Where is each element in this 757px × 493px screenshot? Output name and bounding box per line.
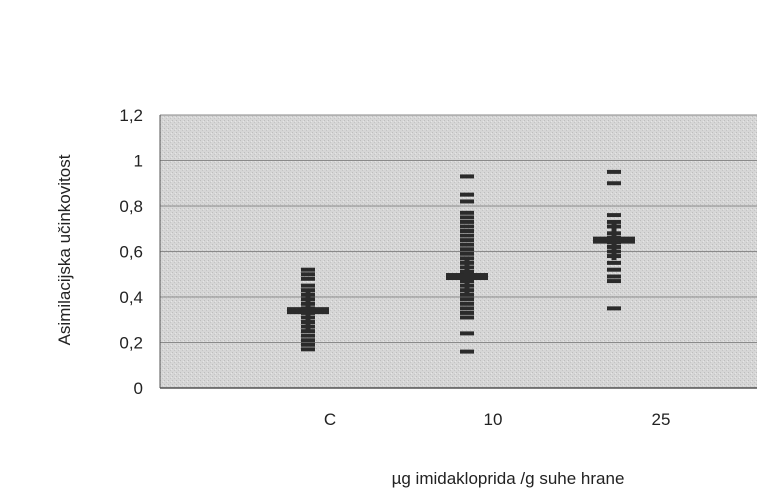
data-point [460,199,474,204]
y-tick-label: 0,4 [119,288,143,307]
y-tick-label: 0,2 [119,334,143,353]
data-point [460,219,474,224]
data-marks [287,169,635,354]
data-point [301,276,315,281]
y-tick-label: 1 [134,152,143,171]
data-point [460,210,474,215]
x-axis-title: µg imidakloprida /g suhe hrane [392,469,625,488]
data-point [301,347,315,352]
mean-marker-vertical [464,256,470,297]
data-point [607,169,621,174]
data-point [460,215,474,220]
data-point [460,238,474,243]
data-point [460,349,474,354]
data-point [607,267,621,272]
data-point [301,283,315,288]
data-point [460,315,474,320]
data-point [460,301,474,306]
data-point [607,260,621,265]
data-point [301,338,315,343]
data-point [301,272,315,277]
data-point [301,288,315,293]
data-point [301,333,315,338]
data-point [607,213,621,218]
data-point [460,297,474,302]
y-tick-label: 0 [134,379,143,398]
data-point [460,192,474,197]
data-point [460,174,474,179]
y-tick-label: 0,6 [119,243,143,262]
gridlines [160,114,757,343]
x-tick-label: 25 [652,410,671,429]
x-tick-labels: C 10 25 [324,410,671,429]
data-point [460,242,474,247]
mean-marker-vertical [611,220,617,261]
data-point [460,310,474,315]
y-tick-label: 1,2 [119,106,143,125]
mean-marker-vertical [305,290,311,331]
x-tick-label: C [324,410,336,429]
data-point [607,279,621,284]
x-tick-label: 10 [484,410,503,429]
data-point [460,331,474,336]
data-point [460,233,474,238]
data-point [460,224,474,229]
data-point [301,329,315,334]
data-point [607,306,621,311]
data-point [607,274,621,279]
y-axis-title: Asimilacijska učinkovitost [55,154,74,345]
data-point [460,247,474,252]
data-point [460,306,474,311]
y-tick-label: 0,8 [119,197,143,216]
data-point [301,342,315,347]
data-point [460,229,474,234]
data-point [607,181,621,186]
data-point [301,267,315,272]
y-tick-labels: 0 0,2 0,4 0,6 0,8 1 1,2 [119,106,143,398]
data-point [460,251,474,256]
